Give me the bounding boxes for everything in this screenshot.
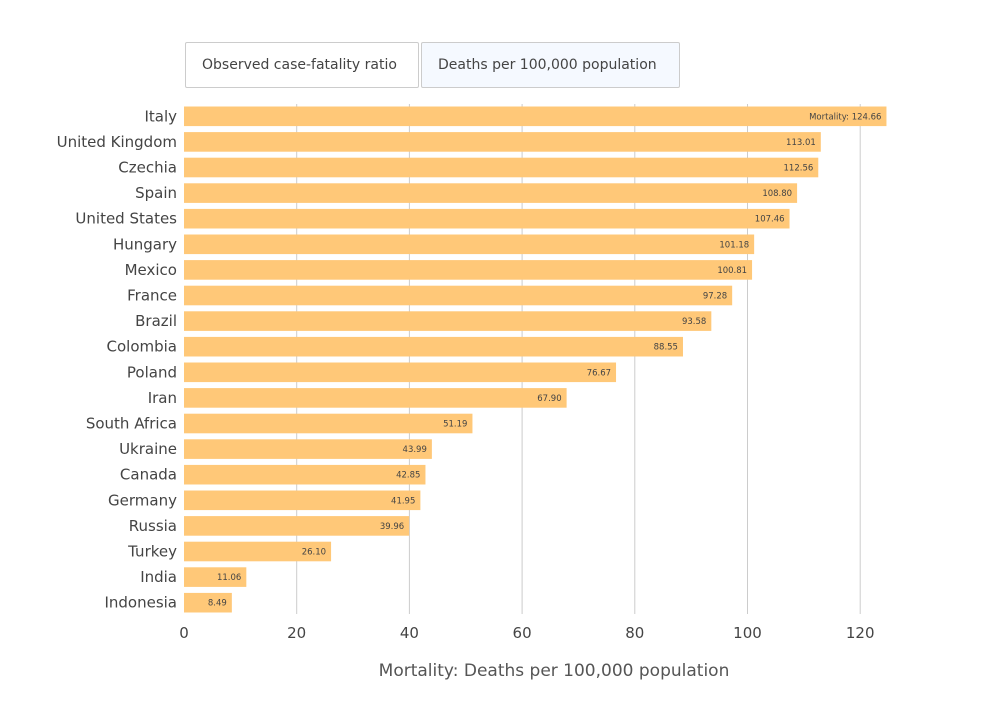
x-tick-label: 100 <box>733 624 762 642</box>
x-axis-title: Mortality: Deaths per 100,000 population <box>379 661 730 681</box>
bar[interactable] <box>184 592 232 613</box>
category-labels: Italy United Kingdom Czechia Spain United St… <box>57 107 178 611</box>
bar[interactable] <box>184 208 790 229</box>
bar[interactable] <box>184 157 819 178</box>
bar[interactable] <box>184 234 755 255</box>
bar-data-label: 11.06 <box>217 573 241 583</box>
bar[interactable] <box>184 413 473 434</box>
bar-data-label: 97.28 <box>703 292 727 302</box>
bar-data-label: 107.46 <box>755 215 785 225</box>
category-label: Turkey <box>127 543 177 561</box>
bar-data-label: 51.19 <box>443 420 467 430</box>
bar[interactable] <box>184 439 432 459</box>
bar[interactable] <box>184 516 410 536</box>
category-label: Ukraine <box>119 440 177 458</box>
x-tick-labels: 0 20 40 60 80 100 120 <box>179 624 874 642</box>
observed-case-fatality-ratio-button[interactable]: Observed case-fatality ratio <box>185 42 419 88</box>
x-tick-label: 80 <box>625 624 644 642</box>
bar[interactable] <box>184 464 426 485</box>
category-label: Indonesia <box>104 594 177 612</box>
grid-lines <box>296 104 861 614</box>
bar-data-label: Mortality: 124.66 <box>809 112 881 122</box>
x-tick-label: 60 <box>513 624 532 642</box>
bar[interactable] <box>184 260 753 280</box>
category-label: Russia <box>129 517 177 535</box>
bar-data-label: 100.81 <box>717 266 747 276</box>
bar-data-label: 26.10 <box>302 548 326 558</box>
category-label: United States <box>75 210 177 228</box>
bar-data-label: 43.99 <box>403 445 427 455</box>
category-label: Germany <box>108 491 177 509</box>
bar-data-label: 112.56 <box>784 164 814 174</box>
bar-data-label: 42.85 <box>396 471 420 481</box>
bar[interactable] <box>184 183 798 203</box>
deaths-per-100000-button[interactable]: Deaths per 100,000 population <box>421 42 680 88</box>
bar-data-label: 39.96 <box>380 522 404 532</box>
category-label: Czechia <box>118 159 177 177</box>
x-tick-label: 0 <box>179 624 189 642</box>
category-label: Italy <box>144 107 177 125</box>
category-label: France <box>127 287 177 305</box>
bar[interactable] <box>184 388 567 408</box>
bar-data-label: 93.58 <box>682 317 706 327</box>
category-label: Poland <box>127 363 177 381</box>
category-label: Hungary <box>113 235 177 253</box>
bar[interactable] <box>184 490 421 511</box>
bars: Mortality: 124.66 113.01 112.56 108.80 107.4… <box>184 106 887 613</box>
bar[interactable] <box>184 336 683 357</box>
bar[interactable] <box>184 285 733 306</box>
category-label: India <box>140 568 177 586</box>
bar-data-label: 67.90 <box>537 394 561 404</box>
category-label: Spain <box>135 184 177 202</box>
bar-data-label: 76.67 <box>587 368 611 378</box>
category-label: Brazil <box>135 312 177 330</box>
bar[interactable] <box>184 132 821 152</box>
bar-data-label: 88.55 <box>654 343 678 353</box>
bar-data-label: 8.49 <box>208 599 227 609</box>
bar[interactable] <box>184 567 247 587</box>
category-label: Mexico <box>125 261 177 279</box>
category-label: Canada <box>120 466 177 484</box>
bar-data-label: 113.01 <box>786 138 816 148</box>
category-label: South Africa <box>86 415 177 433</box>
x-tick-label: 40 <box>400 624 419 642</box>
category-label: United Kingdom <box>57 133 177 151</box>
bar-data-label: 108.80 <box>762 189 792 199</box>
bar-data-label: 41.95 <box>391 496 415 506</box>
category-label: Iran <box>148 389 177 407</box>
bar[interactable] <box>184 362 617 383</box>
bar[interactable] <box>184 106 887 127</box>
x-tick-label: 120 <box>846 624 875 642</box>
x-tick-label: 20 <box>287 624 306 642</box>
bar[interactable] <box>184 541 332 562</box>
category-label: Colombia <box>107 338 178 356</box>
bar[interactable] <box>184 311 712 331</box>
metric-toggle-group: Observed case-fatality ratio Deaths per … <box>185 42 680 88</box>
bar-data-label: 101.18 <box>719 240 749 250</box>
